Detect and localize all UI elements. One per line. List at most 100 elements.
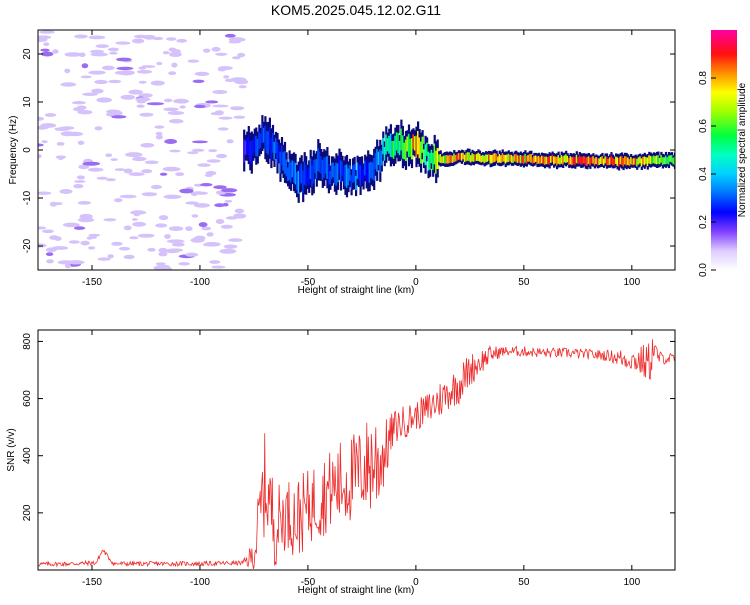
ridge-cell bbox=[317, 148, 320, 172]
ridge-cell bbox=[645, 157, 648, 164]
noise-blob bbox=[191, 140, 208, 144]
ridge-cell bbox=[580, 156, 583, 165]
ridge-cell bbox=[495, 153, 498, 161]
ridge-cell bbox=[528, 154, 531, 162]
ridge-cell bbox=[471, 153, 474, 162]
ridge-cell bbox=[516, 155, 519, 163]
ridge-cell bbox=[274, 138, 278, 154]
ridge-cell bbox=[412, 134, 415, 150]
ridge-cell bbox=[303, 161, 306, 185]
noise-blob bbox=[238, 85, 247, 89]
noise-blob bbox=[72, 101, 86, 105]
x-tick-label: 50 bbox=[518, 577, 530, 588]
ridge-cell bbox=[524, 153, 527, 163]
ridge-cell bbox=[456, 154, 459, 161]
ridge-cell bbox=[454, 154, 457, 162]
noise-blob bbox=[228, 40, 241, 44]
ridge-cell bbox=[333, 166, 336, 185]
ridge-cell bbox=[432, 152, 435, 170]
ridge-cell bbox=[265, 131, 268, 154]
y-tick-label: -10 bbox=[22, 190, 33, 205]
ridge-cell bbox=[557, 155, 560, 164]
noise-blob bbox=[166, 239, 185, 244]
ridge-cell bbox=[578, 155, 581, 164]
noise-blob bbox=[193, 104, 206, 109]
ridge-cell bbox=[469, 155, 473, 163]
noise-blob bbox=[96, 176, 108, 180]
ridge-cell bbox=[297, 170, 300, 194]
ridge-cell bbox=[249, 141, 252, 162]
ridge-cell bbox=[367, 159, 370, 183]
ridge-cell bbox=[628, 159, 631, 167]
noise-blob bbox=[52, 246, 69, 250]
noise-blob bbox=[53, 202, 63, 206]
noise-blob bbox=[109, 51, 118, 55]
noise-blob bbox=[42, 229, 54, 234]
ridge-cell bbox=[673, 156, 675, 166]
ridge-cell bbox=[605, 156, 609, 166]
ridge-cell bbox=[291, 160, 294, 178]
noise-blob bbox=[192, 237, 199, 242]
noise-blob bbox=[212, 90, 228, 94]
noise-blob bbox=[138, 93, 153, 98]
noise-blob bbox=[209, 260, 221, 264]
noise-blob bbox=[73, 184, 84, 189]
noise-blob bbox=[228, 238, 243, 242]
noise-blob bbox=[220, 224, 233, 229]
noise-blob bbox=[221, 188, 238, 193]
snr-frame bbox=[37, 329, 676, 571]
ridge-cell bbox=[261, 123, 264, 143]
noise-blob bbox=[114, 168, 126, 172]
ridge-cell bbox=[500, 155, 503, 163]
noise-blob bbox=[169, 149, 181, 153]
ridge-cell bbox=[336, 163, 340, 183]
ridge-cell bbox=[539, 157, 542, 164]
ridge-cell bbox=[625, 156, 628, 166]
noise-blob bbox=[212, 104, 229, 108]
ridge-cell bbox=[427, 151, 430, 171]
ridge-cell bbox=[463, 154, 466, 163]
ridge-cell bbox=[483, 155, 486, 164]
ridge-cell bbox=[536, 156, 539, 164]
y-tick-label: 0 bbox=[22, 147, 33, 153]
ridge-cell bbox=[583, 156, 586, 164]
noise-blob bbox=[175, 172, 185, 177]
ridge-cell bbox=[341, 161, 344, 176]
noise-blob bbox=[59, 189, 73, 194]
ridge-cell bbox=[542, 156, 545, 164]
noise-blob bbox=[155, 134, 163, 140]
noise-blob bbox=[206, 159, 221, 163]
noise-blob bbox=[237, 52, 246, 58]
ridge-cell bbox=[488, 153, 491, 161]
ridge-cell bbox=[401, 135, 404, 159]
noise-blob bbox=[129, 236, 139, 240]
ridge-cell bbox=[556, 156, 559, 166]
ridge-cell bbox=[308, 167, 311, 186]
ridge-cell bbox=[389, 133, 392, 157]
noise-blob bbox=[64, 68, 71, 74]
noise-blob bbox=[60, 82, 77, 87]
ridge-cell bbox=[368, 162, 371, 183]
ridge-cell bbox=[335, 162, 338, 186]
noise-blob bbox=[140, 143, 155, 148]
noise-blob bbox=[187, 59, 200, 63]
noise-blob bbox=[56, 142, 65, 146]
ridge-cell bbox=[273, 141, 276, 160]
ridge-cell bbox=[596, 158, 599, 166]
ridge-cell bbox=[290, 162, 293, 183]
noise-blob bbox=[77, 201, 91, 205]
ridge-cell bbox=[598, 158, 601, 165]
noise-blob bbox=[167, 111, 185, 115]
ridge-cell bbox=[395, 132, 398, 151]
noise-blob bbox=[205, 100, 219, 104]
noise-blob bbox=[64, 52, 82, 57]
noise-blob bbox=[234, 208, 245, 214]
ridge-cell bbox=[413, 136, 417, 151]
ridge-cell bbox=[636, 158, 639, 167]
noise-blob bbox=[164, 139, 178, 144]
ridge-cell bbox=[383, 147, 386, 161]
ridge-cell bbox=[267, 131, 270, 155]
ridge-cell bbox=[442, 155, 445, 163]
ridge-cell bbox=[296, 172, 299, 190]
snr-series-line bbox=[38, 339, 675, 569]
